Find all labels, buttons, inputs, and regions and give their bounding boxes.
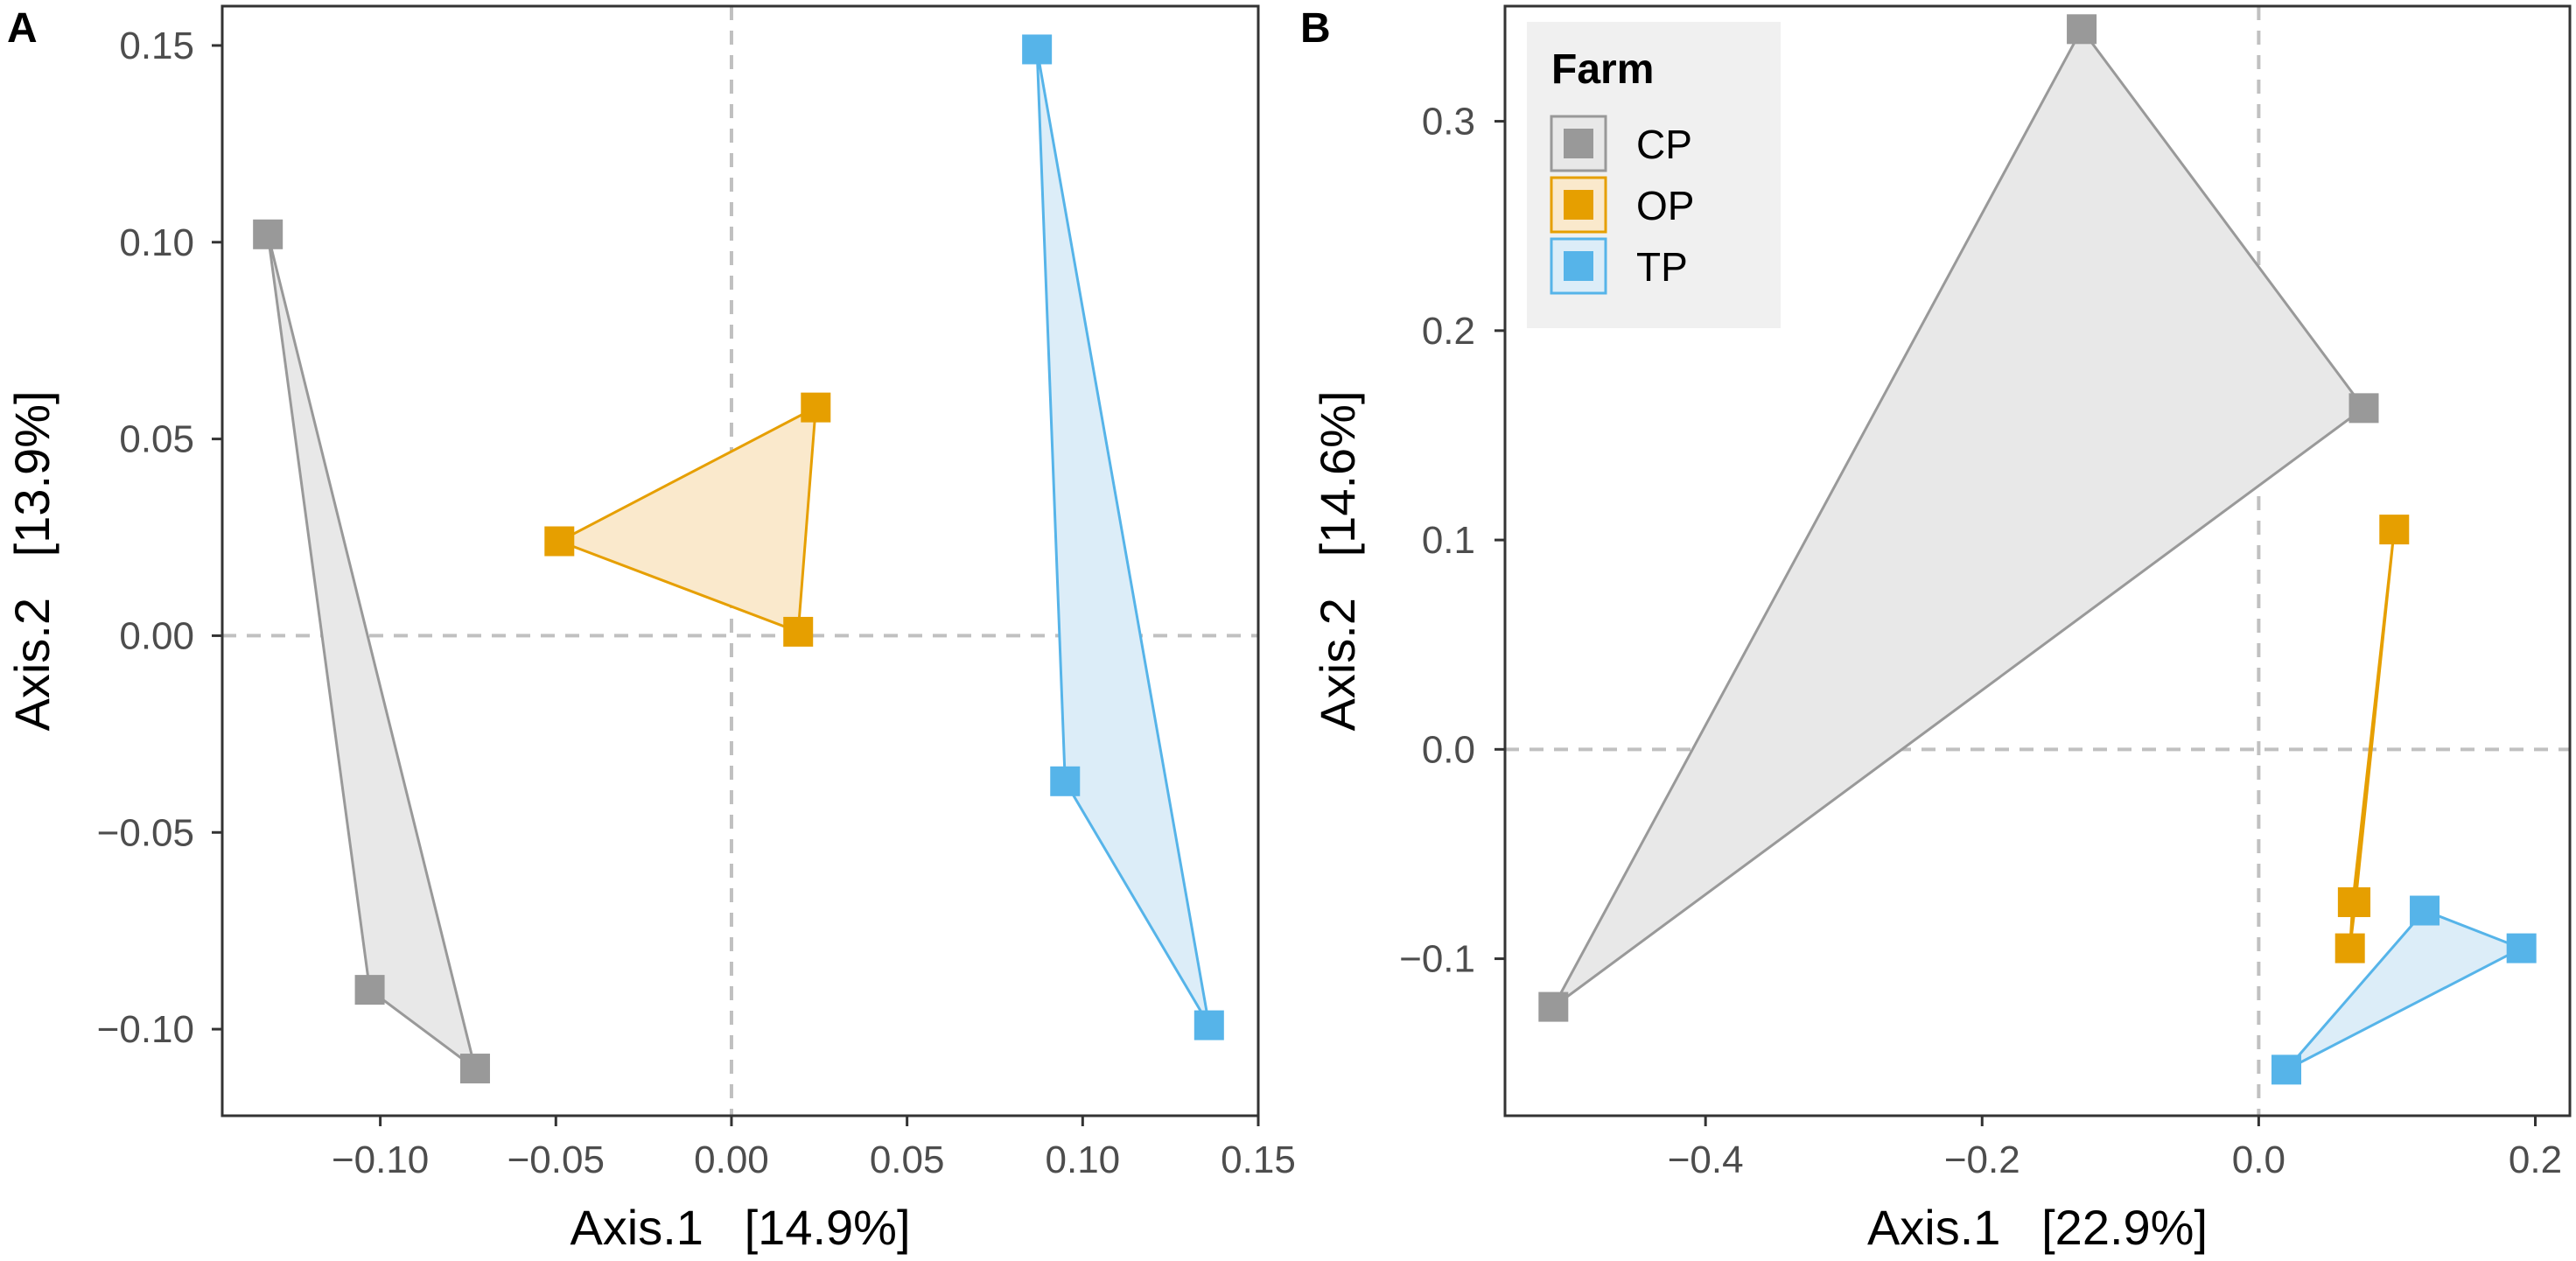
y-tick-label: −0.1 [1399,938,1475,981]
y-tick-label: 0.10 [119,221,194,264]
y-tick-label: 0.3 [1422,101,1475,144]
x-tick-label: −0.2 [1944,1138,2020,1181]
panel-letter: A [7,5,38,52]
point-cp-3 [459,1054,490,1084]
x-tick-label: 0.15 [1221,1138,1296,1181]
hull-tp [1035,47,1211,1027]
hull-cp [266,233,477,1070]
point-tp-1 [2410,895,2440,926]
point-op-2 [801,392,831,423]
x-axis-title: Axis.1 [22.9%] [1867,1200,2208,1255]
point-op-1 [544,526,575,557]
x-tick-label: 0.0 [2232,1138,2286,1181]
x-tick-label: −0.10 [332,1138,429,1181]
plot-frame [1503,4,2572,1117]
y-axis-title: Axis.2 [14.6%] [1310,390,1365,731]
point-tp-1 [1022,34,1053,65]
legend-key-cp [1550,115,1607,172]
x-tick-label: −0.4 [1668,1138,1744,1181]
point-op-1 [2379,515,2410,545]
legend-marker-tp [1564,251,1593,281]
point-op-3 [2334,933,2365,963]
y-tick-label: 0.05 [119,418,194,461]
y-tick-label: 0.0 [1422,728,1475,771]
x-axis-title: Axis.1 [14.9%] [570,1200,910,1255]
point-tp-3 [2271,1054,2301,1085]
y-tick-label: −0.10 [97,1008,194,1051]
y-tick-label: 0.1 [1422,519,1475,562]
legend-marker-cp [1564,129,1593,158]
hull-cp [1551,27,2366,1009]
point-tp-2 [2506,933,2537,963]
legend-label-op: OP [1636,183,1694,228]
y-tick-label: 0.00 [119,614,194,657]
hull-op [557,406,817,634]
point-cp-2 [354,975,385,1005]
legend-marker-op [1564,190,1593,220]
x-tick-label: 0.05 [870,1138,945,1181]
y-tick-label: −0.05 [97,811,194,854]
point-tp-3 [1194,1010,1224,1040]
plot-frame [220,4,1260,1117]
legend-label-tp: TP [1636,244,1688,290]
point-cp-1 [2067,14,2097,45]
legend-title: Farm [1551,46,1654,93]
point-cp-3 [1538,991,1569,1022]
panel-letter: B [1300,5,1331,52]
point-op-4 [2341,886,2371,917]
y-tick-label: 0.15 [119,25,194,67]
x-tick-label: −0.05 [508,1138,605,1181]
y-axis-title: Axis.2 [13.9%] [4,390,60,731]
hull-tp [2285,909,2524,1071]
y-tick-label: 0.2 [1422,310,1475,353]
legend-label-cp: CP [1636,122,1692,167]
point-op-3 [783,616,814,647]
x-tick-label: 0.2 [2509,1138,2562,1181]
x-tick-label: 0.10 [1046,1138,1121,1181]
legend: Farm CP OP TP [1527,22,1781,328]
point-tp-2 [1050,766,1081,796]
x-tick-label: 0.00 [694,1138,769,1181]
point-cp-1 [253,219,284,249]
legend-key-op [1550,176,1607,234]
point-cp-2 [2348,393,2379,424]
panel-a-plot: −0.10 −0.05 0.00 0.05 0.10 0.15 0.15 0.10 0.05 0.… [4,4,1296,1255]
